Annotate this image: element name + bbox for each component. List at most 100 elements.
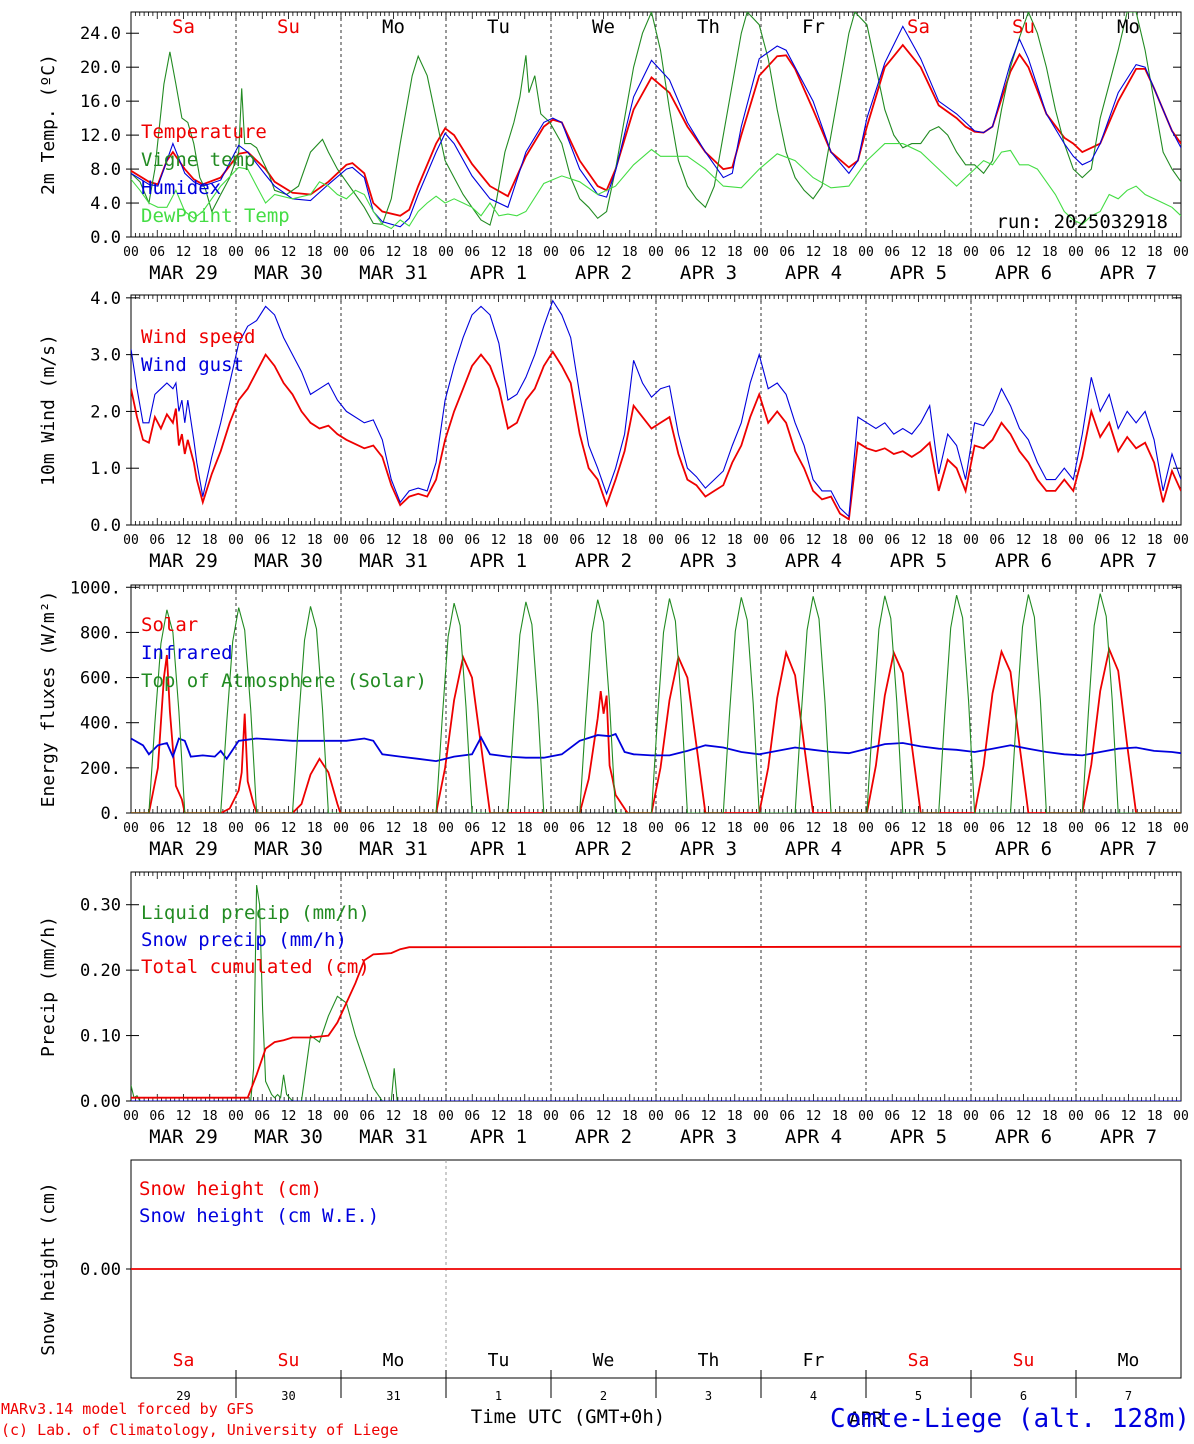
hour-label: 18 bbox=[937, 1109, 953, 1124]
hour-label: 12 bbox=[1121, 1109, 1137, 1124]
y-tick-label: 0.00 bbox=[80, 1092, 121, 1112]
hour-label: 06 bbox=[359, 533, 375, 548]
hour-label: 06 bbox=[674, 821, 690, 836]
legend-entry: Vigne temp bbox=[141, 149, 255, 171]
hour-label: 00 bbox=[1173, 245, 1189, 260]
date-label: APR 7 bbox=[1100, 262, 1157, 284]
y-tick-label: 8.0 bbox=[90, 160, 121, 180]
hour-label: 06 bbox=[989, 533, 1005, 548]
hour-label: 18 bbox=[622, 245, 638, 260]
y-axis-label: 10m Wind (m/s) bbox=[38, 334, 59, 486]
hour-label: 12 bbox=[386, 1109, 402, 1124]
day-number: 30 bbox=[281, 1389, 295, 1403]
hour-label: 06 bbox=[254, 821, 270, 836]
y-tick-label: 1000. bbox=[70, 578, 121, 598]
hour-label: 18 bbox=[622, 821, 638, 836]
date-label: APR 3 bbox=[680, 1126, 737, 1148]
date-label: APR 2 bbox=[575, 550, 632, 572]
hour-label: 06 bbox=[569, 821, 585, 836]
hour-label: 00 bbox=[228, 533, 244, 548]
hour-label: 12 bbox=[806, 245, 822, 260]
hour-label: 18 bbox=[1042, 821, 1058, 836]
hour-label: 18 bbox=[517, 533, 533, 548]
hour-label: 06 bbox=[779, 1109, 795, 1124]
hour-label: 00 bbox=[963, 1109, 979, 1124]
panel-3 bbox=[126, 584, 1182, 814]
y-tick-label: 4.0 bbox=[90, 194, 121, 214]
hour-label: 12 bbox=[281, 821, 297, 836]
hour-label: 00 bbox=[543, 1109, 559, 1124]
y-tick-label: 1.0 bbox=[90, 459, 121, 479]
hour-label: 00 bbox=[228, 821, 244, 836]
hour-label: 00 bbox=[1173, 1109, 1189, 1124]
hour-label: 18 bbox=[1147, 1109, 1163, 1124]
hour-label: 00 bbox=[753, 245, 769, 260]
hour-label: 00 bbox=[963, 821, 979, 836]
panel-1 bbox=[126, 11, 1182, 238]
hour-label: 06 bbox=[884, 1109, 900, 1124]
hour-label: 12 bbox=[491, 1109, 507, 1124]
model-credit: MARv3.14 model forced by GFS bbox=[1, 1400, 254, 1418]
day-number: 31 bbox=[386, 1389, 400, 1403]
hour-label: 06 bbox=[779, 245, 795, 260]
date-label: APR 3 bbox=[680, 262, 737, 284]
hour-label: 18 bbox=[1147, 533, 1163, 548]
hour-label: 18 bbox=[517, 245, 533, 260]
y-tick-label: 0.0 bbox=[90, 516, 121, 536]
day-number: 5 bbox=[915, 1389, 922, 1403]
hour-label: 06 bbox=[569, 1109, 585, 1124]
legend-entry: Wind speed bbox=[141, 326, 255, 348]
hour-label: 18 bbox=[517, 1109, 533, 1124]
hour-label: 00 bbox=[858, 821, 874, 836]
weekday-label: Tu bbox=[488, 1350, 510, 1371]
hour-label: 06 bbox=[674, 1109, 690, 1124]
hour-label: 12 bbox=[176, 533, 192, 548]
date-label: APR 1 bbox=[470, 262, 527, 284]
hour-label: 12 bbox=[1016, 533, 1032, 548]
hour-label: 00 bbox=[963, 533, 979, 548]
date-label: APR 3 bbox=[680, 838, 737, 860]
date-label: APR 5 bbox=[890, 550, 947, 572]
weekday-label: Mo bbox=[1118, 1350, 1140, 1371]
hour-label: 18 bbox=[202, 821, 218, 836]
day-number: 4 bbox=[810, 1389, 817, 1403]
weekday-label-top: Fr bbox=[802, 16, 825, 38]
date-label: MAR 31 bbox=[359, 550, 428, 572]
y-tick-label: 0.30 bbox=[80, 896, 121, 916]
date-label: APR 1 bbox=[470, 838, 527, 860]
hour-label: 12 bbox=[491, 533, 507, 548]
y-tick-label: 12.0 bbox=[80, 126, 121, 146]
run-annotation: run: 2025032918 bbox=[996, 211, 1168, 233]
panel-5 bbox=[126, 1159, 1182, 1398]
hour-label: 18 bbox=[412, 245, 428, 260]
month-label: APR bbox=[849, 1408, 884, 1430]
legend-entry: Solar bbox=[141, 614, 198, 636]
hour-label: 06 bbox=[149, 1109, 165, 1124]
hour-label: 12 bbox=[806, 1109, 822, 1124]
hour-label: 00 bbox=[543, 245, 559, 260]
weekday-label: Fr bbox=[803, 1350, 825, 1371]
y-tick-label: 16.0 bbox=[80, 92, 121, 112]
date-label: MAR 31 bbox=[359, 262, 428, 284]
hour-label: 18 bbox=[727, 1109, 743, 1124]
date-label: APR 4 bbox=[785, 838, 842, 860]
date-label: APR 7 bbox=[1100, 838, 1157, 860]
hour-label: 12 bbox=[176, 821, 192, 836]
day-number: 29 bbox=[176, 1389, 190, 1403]
hour-label: 00 bbox=[123, 821, 139, 836]
weekday-label-top: Sa bbox=[172, 16, 195, 38]
hour-label: 06 bbox=[989, 1109, 1005, 1124]
hour-label: 06 bbox=[569, 533, 585, 548]
date-label: APR 3 bbox=[680, 550, 737, 572]
hour-label: 00 bbox=[858, 1109, 874, 1124]
y-axis-label: 2m Temp. (ºC) bbox=[38, 54, 59, 195]
weekday-label-top: Sa bbox=[907, 16, 930, 38]
hour-label: 18 bbox=[727, 533, 743, 548]
weekday-label-top: We bbox=[592, 16, 615, 38]
hour-label: 12 bbox=[701, 245, 717, 260]
hour-label: 06 bbox=[779, 533, 795, 548]
y-tick-label: 0.20 bbox=[80, 961, 121, 981]
date-label: MAR 30 bbox=[254, 838, 323, 860]
hour-label: 06 bbox=[1094, 821, 1110, 836]
